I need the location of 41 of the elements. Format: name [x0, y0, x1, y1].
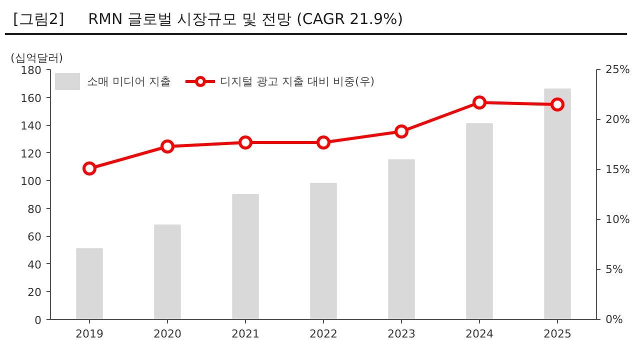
y2-tick-label: 5% [606, 263, 623, 276]
y-tick-label: 0 [34, 314, 42, 327]
bar [310, 182, 337, 320]
x-tick-label: 2021 [232, 328, 260, 340]
y-tick-label: 120 [20, 147, 42, 160]
y-tick-label: 40 [28, 258, 42, 272]
x-tick-label: 2023 [388, 328, 416, 340]
point [472, 96, 486, 110]
y2-tick-label: 15% [606, 163, 630, 176]
y-axis-title: (십억달러) [10, 52, 64, 64]
y-tick-label: 60 [28, 230, 42, 244]
y-tick-label: 20 [28, 286, 42, 300]
y-tick-label: 80 [28, 202, 42, 216]
point [238, 136, 252, 150]
point [82, 162, 96, 176]
y2-tick-label: 25% [606, 63, 630, 76]
point [160, 140, 174, 154]
x-tick-label: 2020 [154, 328, 182, 340]
legend-label: 소매 미디어 지출 [87, 74, 171, 88]
point [316, 136, 330, 150]
y-tick-label: 100 [20, 175, 42, 188]
legend-label: 디지털 광고 지출 대비 비중(우) [220, 74, 375, 88]
bar [76, 248, 103, 320]
bar [388, 159, 415, 320]
x-tick-label: 2022 [310, 328, 338, 340]
bar [232, 194, 259, 320]
y2-tick-label: 0% [606, 313, 623, 326]
y-tick-label: 180 [20, 64, 42, 77]
x-tick-label: 2024 [466, 328, 494, 340]
y-tick-label: 140 [20, 120, 42, 133]
chart-title: [그림2] RMN 글로벌 시장규모 및 전망 (CAGR 21.9%) [13, 9, 404, 30]
y-tick-label: 160 [20, 92, 42, 105]
bar [544, 88, 571, 320]
point [394, 124, 408, 138]
bar [154, 224, 181, 320]
x-tick-label: 2019 [76, 328, 104, 340]
y2-tick-label: 20% [606, 113, 630, 126]
point [550, 98, 564, 112]
x-tick-label: 2025 [544, 328, 572, 340]
bar [466, 123, 493, 320]
y2-tick-label: 10% [606, 213, 630, 226]
